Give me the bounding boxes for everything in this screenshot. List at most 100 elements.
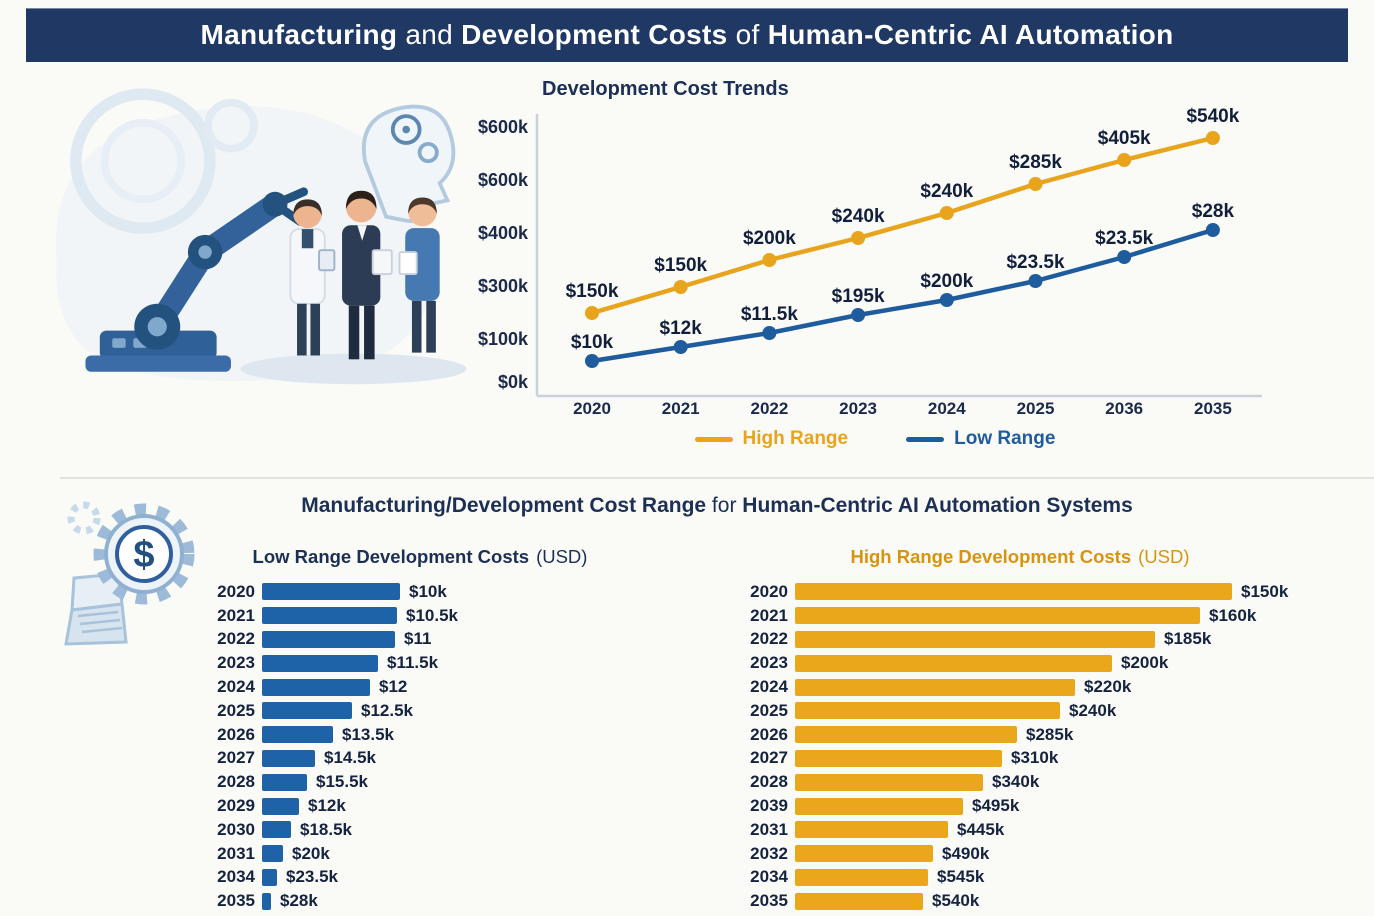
bar-row: 2025 $12.5k	[205, 699, 665, 723]
value-label: $240k	[1069, 700, 1117, 720]
low-range-point	[939, 293, 954, 307]
bar-row: 2030 $18.5k	[205, 818, 665, 842]
header-bar: Manufacturing and Development Costs of H…	[26, 8, 1348, 62]
low-range-point	[851, 308, 866, 322]
low-range-point-label: $200k	[920, 271, 973, 292]
value-label: $28k	[280, 891, 318, 911]
bar-row: 2027 $310k	[738, 747, 1348, 771]
bar-row: 2028 $15.5k	[205, 770, 665, 794]
title-segment: Development Costs	[461, 19, 728, 50]
section-divider	[60, 477, 1374, 479]
title-segment: and	[397, 19, 462, 50]
bar	[262, 797, 299, 815]
bar	[795, 749, 1002, 767]
value-label: $15.5k	[316, 772, 368, 792]
laptop-icon	[64, 572, 128, 646]
bar-row: 2035 $28k	[205, 889, 665, 913]
value-label: $160k	[1209, 605, 1257, 625]
high-range-line	[589, 135, 1216, 316]
value-label: $545k	[937, 867, 985, 887]
value-label: $200k	[1121, 653, 1169, 673]
value-label: $12	[379, 677, 408, 697]
y-axis-tick: $100k	[478, 329, 529, 349]
value-label: $10.5k	[406, 605, 458, 625]
bar-row: 2032 $490k	[738, 842, 1348, 866]
bar-row: 2028 $340k	[738, 770, 1348, 794]
bar	[795, 607, 1200, 625]
year-label: 2020	[217, 581, 255, 601]
year-label: 2034	[217, 867, 255, 887]
high-range-point-label: $540k	[1186, 106, 1239, 127]
bar-row: 2029 $12k	[205, 794, 665, 818]
year-label: 2031	[750, 819, 788, 839]
low-range-point-label: $23.5k	[1006, 252, 1065, 273]
value-label: $11.5k	[387, 653, 439, 673]
low-range-point	[762, 326, 777, 340]
value-label: $540k	[932, 891, 980, 911]
year-label: 2021	[217, 605, 255, 625]
year-label: 2027	[750, 748, 788, 768]
value-label: $11	[404, 629, 432, 649]
high-chart-title-suffix: (USD)	[1138, 546, 1190, 567]
title-segment: Human-Centric AI Automation	[767, 19, 1174, 50]
high-range-bar-chart: 2020 $150k 2021 $160k 2022 $185k 2023 $200k 2024…	[738, 580, 1348, 913]
low-range-point	[1028, 274, 1043, 288]
year-label: 2028	[217, 772, 255, 792]
high-range-point	[851, 231, 866, 245]
bar	[795, 702, 1060, 720]
bar-row: 2020 $10k	[205, 580, 665, 604]
high-range-point-label: $240k	[832, 206, 885, 227]
low-chart-title-main: Low Range Development Costs	[252, 546, 530, 567]
robot-arm-icon	[85, 187, 309, 372]
x-axis-label: 2022	[750, 399, 788, 418]
x-axis-label: 2025	[1017, 399, 1055, 418]
low-range-point	[585, 354, 599, 368]
people-icon	[289, 190, 440, 360]
value-label: $14.5k	[324, 748, 376, 768]
bar-row: 2022 $185k	[738, 628, 1348, 652]
people-shadow	[240, 353, 467, 385]
low-chart-title: Low Range Development Costs (USD)	[210, 546, 630, 568]
x-axis-label: 2035	[1194, 399, 1232, 418]
value-label: $185k	[1164, 629, 1212, 649]
year-label: 2022	[217, 629, 255, 649]
x-axis-label: 2036	[1105, 399, 1143, 418]
low-range-point-label: $28k	[1192, 201, 1235, 222]
year-label: 2035	[750, 891, 788, 911]
bar	[795, 630, 1155, 648]
high-range-point	[673, 280, 688, 294]
bar-row: 2027 $14.5k	[205, 747, 665, 771]
high-chart-title: High Range Development Costs (USD)	[740, 546, 1300, 568]
x-axis-label: 2020	[573, 399, 611, 418]
year-label: 2034	[750, 867, 788, 887]
value-label: $10k	[409, 581, 447, 601]
low-range-point	[1205, 223, 1220, 237]
low-chart-title-suffix: (USD)	[536, 546, 588, 567]
low-range-point-label: $195k	[832, 286, 885, 307]
bar-row: 2024 $220k	[738, 675, 1348, 699]
bar	[795, 678, 1075, 696]
legend-item-high-range: High Range	[694, 428, 849, 450]
year-label: 2022	[750, 629, 788, 649]
bar	[262, 892, 271, 910]
year-label: 2029	[217, 796, 255, 816]
title-segment: Human-Centric AI Automation Systems	[742, 494, 1133, 517]
year-label: 2025	[750, 700, 788, 720]
year-label: 2026	[217, 724, 255, 744]
bar	[262, 654, 378, 672]
high-range-point	[1205, 131, 1220, 145]
year-label: 2023	[750, 653, 788, 673]
high-range-point	[939, 206, 954, 220]
hero-illustration	[55, 88, 467, 385]
bar	[795, 821, 948, 839]
bar	[262, 583, 400, 601]
legend-label: High Range	[742, 428, 849, 449]
high-range-point-label: $150k	[566, 281, 619, 302]
value-label: $12.5k	[361, 700, 413, 720]
value-label: $340k	[992, 772, 1040, 792]
bar	[795, 892, 923, 910]
bar-row: 2024 $12	[205, 675, 665, 699]
title-segment: of	[727, 19, 768, 50]
value-label: $13.5k	[342, 724, 394, 744]
high-range-point-label: $200k	[743, 228, 796, 249]
